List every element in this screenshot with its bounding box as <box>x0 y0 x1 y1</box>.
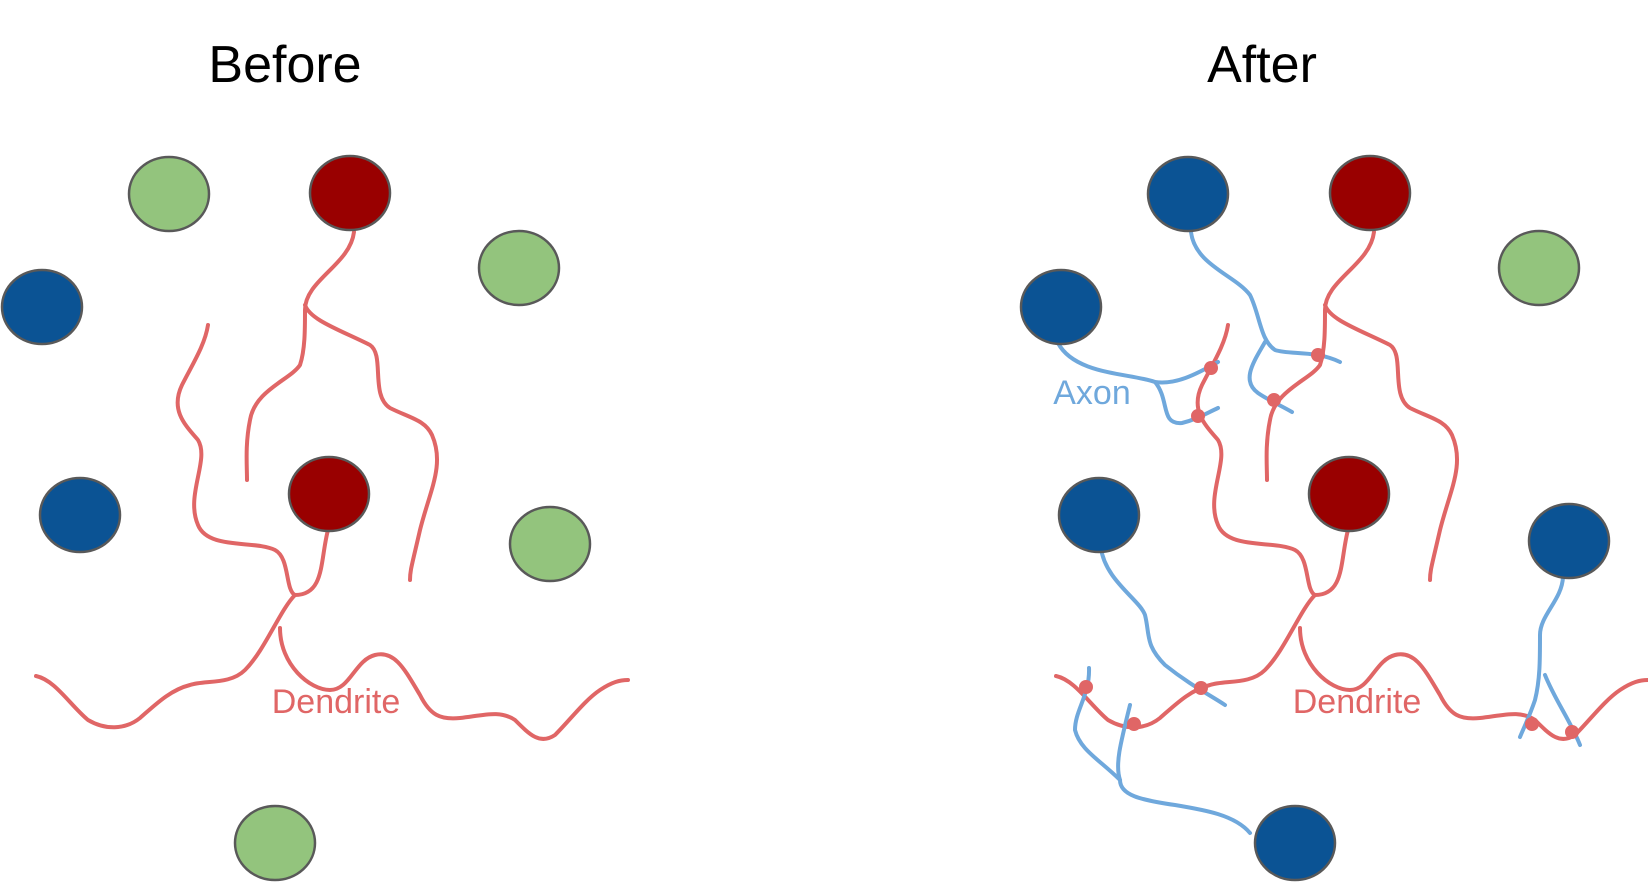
synapse-dot <box>1267 393 1281 407</box>
green-neuron <box>233 804 317 882</box>
dendrite-middle-red <box>34 528 330 730</box>
before-panel: Before Dendrite <box>0 36 630 882</box>
red-neuron <box>287 455 371 533</box>
dendrite-label: Dendrite <box>1293 683 1422 721</box>
axon-mid-left <box>1099 546 1227 707</box>
synapse-dot <box>1079 680 1093 694</box>
after-synapses <box>1079 348 1579 739</box>
blue-neuron <box>1146 155 1230 233</box>
synapse-dot <box>1204 361 1218 375</box>
blue-neuron <box>1057 476 1141 554</box>
synapse-dot <box>1127 717 1141 731</box>
synapse-dot <box>1565 725 1579 739</box>
after-panel: After <box>1019 36 1648 882</box>
dendrite-top-red-right-branch <box>303 303 440 582</box>
after-dendrites <box>1054 230 1648 741</box>
dendrite-lower-right <box>278 626 630 741</box>
dendrite-top-red <box>244 230 356 482</box>
dendrite-left-branch <box>1195 323 1317 597</box>
green-neuron <box>508 505 592 583</box>
axon-bottom <box>1116 703 1252 835</box>
dendrite-middle-red <box>1054 528 1350 730</box>
axon-top-left-branch <box>1153 380 1220 426</box>
axon-right-branch <box>1543 673 1582 747</box>
red-neuron <box>1328 154 1412 232</box>
axon-top-center <box>1189 230 1342 364</box>
synapse-dot <box>1311 348 1325 362</box>
axon-top-center-branch <box>1247 340 1294 414</box>
before-neurons <box>0 154 592 882</box>
dendrite-lower-right <box>1298 626 1648 741</box>
after-title: After <box>1207 36 1317 94</box>
green-neuron <box>1497 229 1581 307</box>
after-neurons <box>1019 154 1611 882</box>
green-neuron <box>477 229 561 307</box>
synapse-dot <box>1191 409 1205 423</box>
blue-neuron <box>1527 502 1611 580</box>
blue-neuron <box>1019 268 1103 346</box>
synapse-dot <box>1525 717 1539 731</box>
before-dendrites <box>34 230 630 741</box>
synapse-dot <box>1194 681 1208 695</box>
blue-neuron <box>0 268 84 346</box>
blue-neuron <box>38 476 122 554</box>
red-neuron <box>308 154 392 232</box>
axon-label: Axon <box>1053 374 1131 412</box>
dendrite-left-branch <box>175 323 297 597</box>
dendrite-top-red-right-branch <box>1323 303 1460 582</box>
blue-neuron <box>1253 804 1337 882</box>
dendrite-label: Dendrite <box>272 683 401 721</box>
axon-right <box>1518 575 1565 739</box>
dendrite-top-red <box>1264 230 1376 482</box>
green-neuron <box>127 155 211 233</box>
red-neuron <box>1307 455 1391 533</box>
after-axons <box>1056 230 1582 835</box>
before-title: Before <box>208 36 361 94</box>
